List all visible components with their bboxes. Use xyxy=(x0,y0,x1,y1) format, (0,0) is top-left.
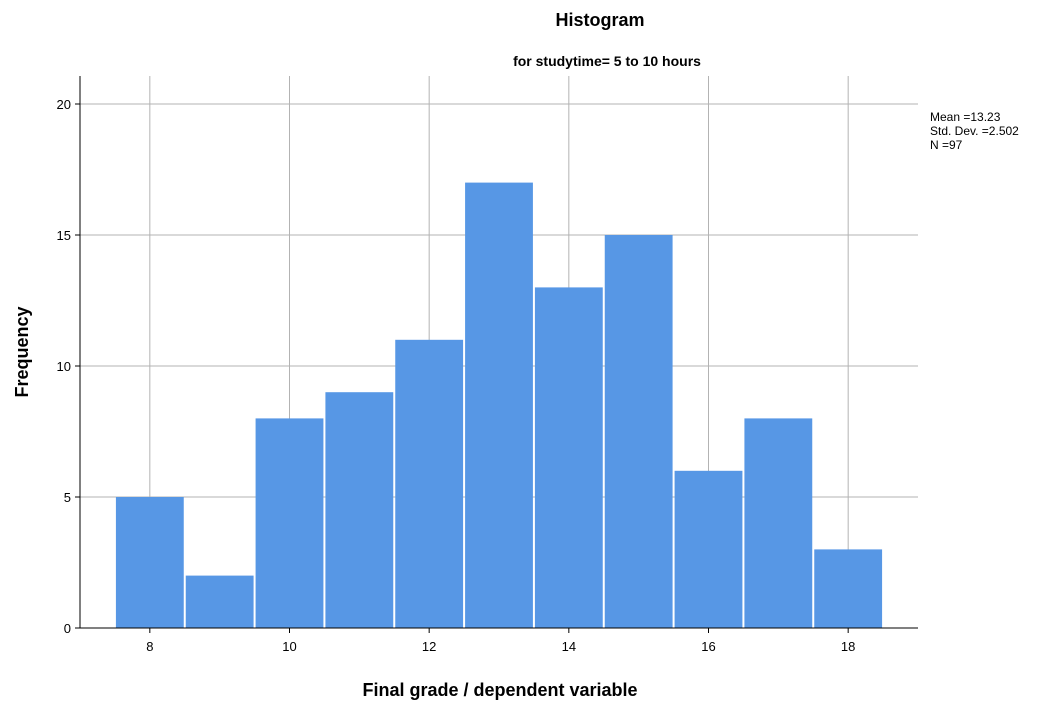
x-tick-label: 18 xyxy=(841,639,855,654)
y-tick-label: 5 xyxy=(64,490,71,505)
stats-std-dev: Std. Dev. =2.502 xyxy=(930,124,1019,138)
histogram-bar xyxy=(604,235,673,628)
x-tick-label: 16 xyxy=(701,639,715,654)
histogram-bars xyxy=(115,182,883,628)
chart-subtitle: for studytime= 5 to 10 hours xyxy=(513,53,701,69)
y-tick-label: 10 xyxy=(57,359,71,374)
stats-mean: Mean =13.23 xyxy=(930,110,1001,124)
y-tick-label: 15 xyxy=(57,228,71,243)
y-tick-label: 20 xyxy=(57,97,71,112)
x-axis-label: Final grade / dependent variable xyxy=(362,680,637,700)
x-tick-label: 10 xyxy=(282,639,296,654)
x-tick-labels: 8 10 12 14 16 18 xyxy=(146,639,855,654)
y-tick-label: 0 xyxy=(64,621,71,636)
histogram-bar xyxy=(185,575,254,628)
histogram-bar xyxy=(744,418,813,628)
y-tick-labels: 0 5 10 15 20 xyxy=(57,97,71,636)
chart-title: Histogram xyxy=(555,10,644,30)
stats-legend: Mean =13.23 Std. Dev. =2.502 N =97 xyxy=(930,110,1019,152)
x-tick-label: 8 xyxy=(146,639,153,654)
x-tick-label: 12 xyxy=(422,639,436,654)
histogram-bar xyxy=(255,418,324,628)
histogram-bar xyxy=(395,339,464,628)
stats-n: N =97 xyxy=(930,138,963,152)
histogram-bar xyxy=(115,497,184,628)
grid-lines xyxy=(80,76,918,628)
y-axis-label: Frequency xyxy=(12,306,32,397)
histogram-bar xyxy=(325,392,394,628)
histogram-bar xyxy=(674,470,743,628)
histogram-bar xyxy=(814,549,883,628)
histogram-bar xyxy=(465,182,533,628)
histogram-bar xyxy=(534,287,603,628)
axes xyxy=(75,76,918,633)
x-tick-label: 14 xyxy=(562,639,576,654)
